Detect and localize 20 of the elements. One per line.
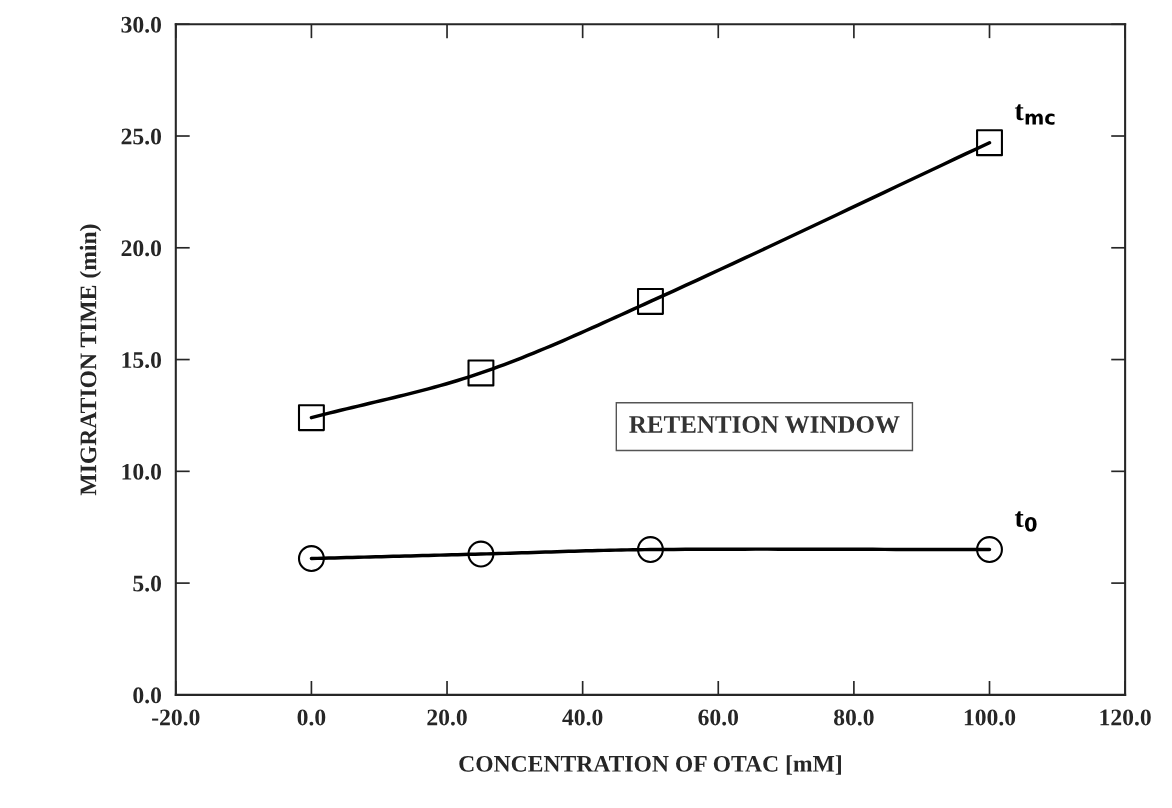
x-tick-label: 20.0 xyxy=(427,709,467,726)
x-tick-label: 60.0 xyxy=(698,709,739,726)
x-tick-label: -20.0 xyxy=(152,709,200,726)
y-tick-label: 5.0 xyxy=(133,575,162,592)
x-tick-label: 80.0 xyxy=(834,709,874,726)
series-label: t$_{mc}$ xyxy=(1014,104,1055,125)
x-tick-label: 100.0 xyxy=(964,709,1016,726)
annotation: RETENTION WINDOW xyxy=(629,416,900,434)
y-tick-label: 25.0 xyxy=(121,128,162,145)
x-tick-label: 0.0 xyxy=(297,709,326,726)
y-tick-label: 10.0 xyxy=(122,463,162,480)
x-axis-title: CONCENTRATION OF OTAC [mM] xyxy=(459,755,841,775)
y-tick-label: 30.0 xyxy=(121,16,162,33)
x-tick-label: 40.0 xyxy=(562,709,603,726)
series-label: t$_{0}$ xyxy=(1014,511,1037,532)
y-axis-title: MIGRATION TIME (min) xyxy=(79,224,102,496)
y-tick-label: 20.0 xyxy=(121,240,162,257)
y-tick-label: 0.0 xyxy=(133,687,162,704)
x-tick-label: 120.0 xyxy=(1100,709,1151,726)
y-tick-label: 15.0 xyxy=(122,352,162,369)
